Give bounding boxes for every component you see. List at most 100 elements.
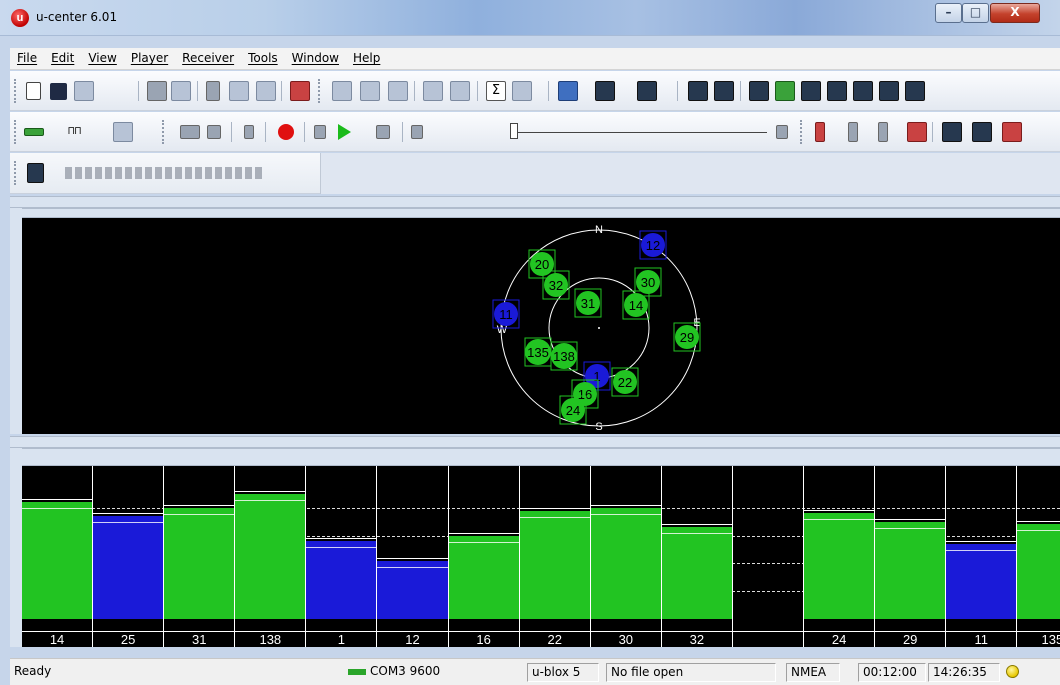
debug-icon[interactable]: [27, 163, 44, 183]
satellite-marker-135[interactable]: 135: [524, 337, 552, 367]
signal-bar-column: 40 31: [164, 466, 236, 647]
satellite-marker-138[interactable]: 138: [550, 341, 578, 371]
toolbar-grip[interactable]: [14, 79, 17, 103]
signal-chart-icon[interactable]: [637, 81, 657, 101]
fast-forward-icon[interactable]: [376, 125, 390, 139]
table-view-icon[interactable]: [512, 81, 532, 101]
splitter-top[interactable]: [10, 196, 1060, 208]
minimize-button[interactable]: –: [935, 3, 962, 23]
statistics-icon[interactable]: Σ: [486, 81, 506, 101]
settings-gear-3-icon[interactable]: [1002, 122, 1022, 142]
data-view-icon[interactable]: [853, 81, 873, 101]
record-icon[interactable]: [278, 124, 294, 140]
satellite-marker-31[interactable]: 31: [574, 288, 602, 318]
reset-icon[interactable]: [907, 122, 927, 142]
world-map-icon[interactable]: [749, 81, 769, 101]
signal-bar-column: 45 138: [235, 466, 307, 647]
new-file-icon[interactable]: [26, 82, 41, 100]
pause-icon[interactable]: [244, 125, 254, 139]
eject-icon[interactable]: [180, 125, 200, 139]
disconnect-icon[interactable]: [290, 81, 310, 101]
playback-slider-handle[interactable]: [510, 123, 518, 139]
signal-bar-max-marker: [1017, 521, 1060, 523]
chart-view-icon[interactable]: [558, 81, 578, 101]
signal-bar-column: 34 135: [1017, 466, 1060, 647]
sky-view-icon[interactable]: [714, 81, 734, 101]
google-earth-icon[interactable]: [905, 81, 925, 101]
panel-view-icon[interactable]: [423, 81, 443, 101]
rewind-to-start-icon[interactable]: [411, 125, 423, 139]
menu-view[interactable]: View: [88, 51, 117, 65]
console-view-icon[interactable]: [688, 81, 708, 101]
compass-icon[interactable]: [827, 81, 847, 101]
open-folder-icon[interactable]: [74, 81, 94, 101]
satellite-marker-32[interactable]: 32: [542, 270, 570, 300]
save-icon[interactable]: [50, 83, 67, 100]
u-center-logo-icon: u: [11, 9, 29, 27]
connection-icon[interactable]: [24, 128, 44, 136]
signal-bar-max-marker: [875, 518, 946, 520]
satellite-marker-22[interactable]: 22: [611, 367, 639, 397]
satellite-marker-29[interactable]: 29: [673, 322, 701, 352]
play-icon[interactable]: [338, 124, 351, 140]
baudrate-icon[interactable]: ⊓⊓: [68, 124, 82, 137]
maximize-button[interactable]: □: [962, 3, 989, 23]
close-button[interactable]: X: [990, 3, 1040, 23]
splitter-middle[interactable]: [10, 436, 1060, 448]
deviation-map-icon[interactable]: [775, 81, 795, 101]
print-icon[interactable]: [147, 81, 167, 101]
step-forward-icon[interactable]: [314, 125, 326, 139]
satellite-marker-1[interactable]: 1: [583, 361, 611, 391]
compass-south: S: [595, 421, 602, 433]
signal-bar: [235, 493, 306, 619]
signal-bar-max-marker: [448, 532, 519, 534]
jump-to-end-icon[interactable]: [776, 125, 788, 139]
signal-bar: [22, 502, 93, 619]
satellite-marker-30[interactable]: 30: [634, 267, 662, 297]
signal-prn-label: 12: [377, 631, 448, 647]
cold-start-icon[interactable]: [878, 122, 888, 142]
menu-edit[interactable]: Edit: [51, 51, 75, 65]
signal-bar: [519, 510, 590, 619]
satellite-marker-11[interactable]: 11: [492, 299, 520, 329]
signal-bar-max-marker: [93, 513, 164, 515]
signal-cn0-label: 39: [548, 617, 562, 631]
menu-file[interactable]: File: [17, 51, 38, 65]
satellite-marker-24[interactable]: 24: [559, 395, 587, 425]
config-save-icon[interactable]: [388, 81, 408, 101]
settings-gear-2-icon[interactable]: [972, 122, 992, 142]
playback-slider-track[interactable]: [517, 132, 767, 133]
satellite-marker-14[interactable]: 14: [622, 290, 650, 320]
signal-level-icon[interactable]: [801, 81, 821, 101]
warm-start-icon[interactable]: [848, 122, 858, 142]
satellite-icon[interactable]: [879, 81, 899, 101]
settings-gear-icon[interactable]: [942, 122, 962, 142]
panel-split-icon[interactable]: [450, 81, 470, 101]
hot-start-icon[interactable]: [815, 122, 825, 142]
menu-receiver[interactable]: Receiver: [182, 51, 235, 65]
signal-cn0-label: 21: [405, 617, 420, 631]
autobaud-wand-icon[interactable]: [113, 122, 133, 142]
paste-icon[interactable]: [256, 81, 276, 101]
level-pane-header: [22, 448, 1060, 466]
print-preview-icon[interactable]: [171, 81, 191, 101]
histogram-icon[interactable]: [595, 81, 615, 101]
signal-bar-max-marker: [164, 504, 235, 506]
status-protocol: NMEA: [786, 663, 840, 682]
signal-bar: [93, 516, 164, 619]
satellite-prn-label: 20: [535, 257, 549, 272]
signal-prn-label: 1: [306, 631, 377, 647]
menu-help[interactable]: Help: [352, 51, 381, 65]
menu-tools[interactable]: Tools: [248, 51, 278, 65]
satellite-marker-20[interactable]: 20: [528, 249, 556, 279]
signal-prn-label: 29: [875, 631, 946, 647]
copy-icon[interactable]: [229, 81, 249, 101]
config-load-icon[interactable]: [360, 81, 380, 101]
cut-icon[interactable]: [206, 81, 220, 101]
config-icon[interactable]: [332, 81, 352, 101]
stop-icon[interactable]: [207, 125, 221, 139]
signal-bar-column: 21 12: [377, 466, 449, 647]
satellite-marker-12[interactable]: 12: [639, 230, 667, 260]
menu-window[interactable]: Window: [291, 51, 339, 65]
menu-player[interactable]: Player: [130, 51, 169, 65]
